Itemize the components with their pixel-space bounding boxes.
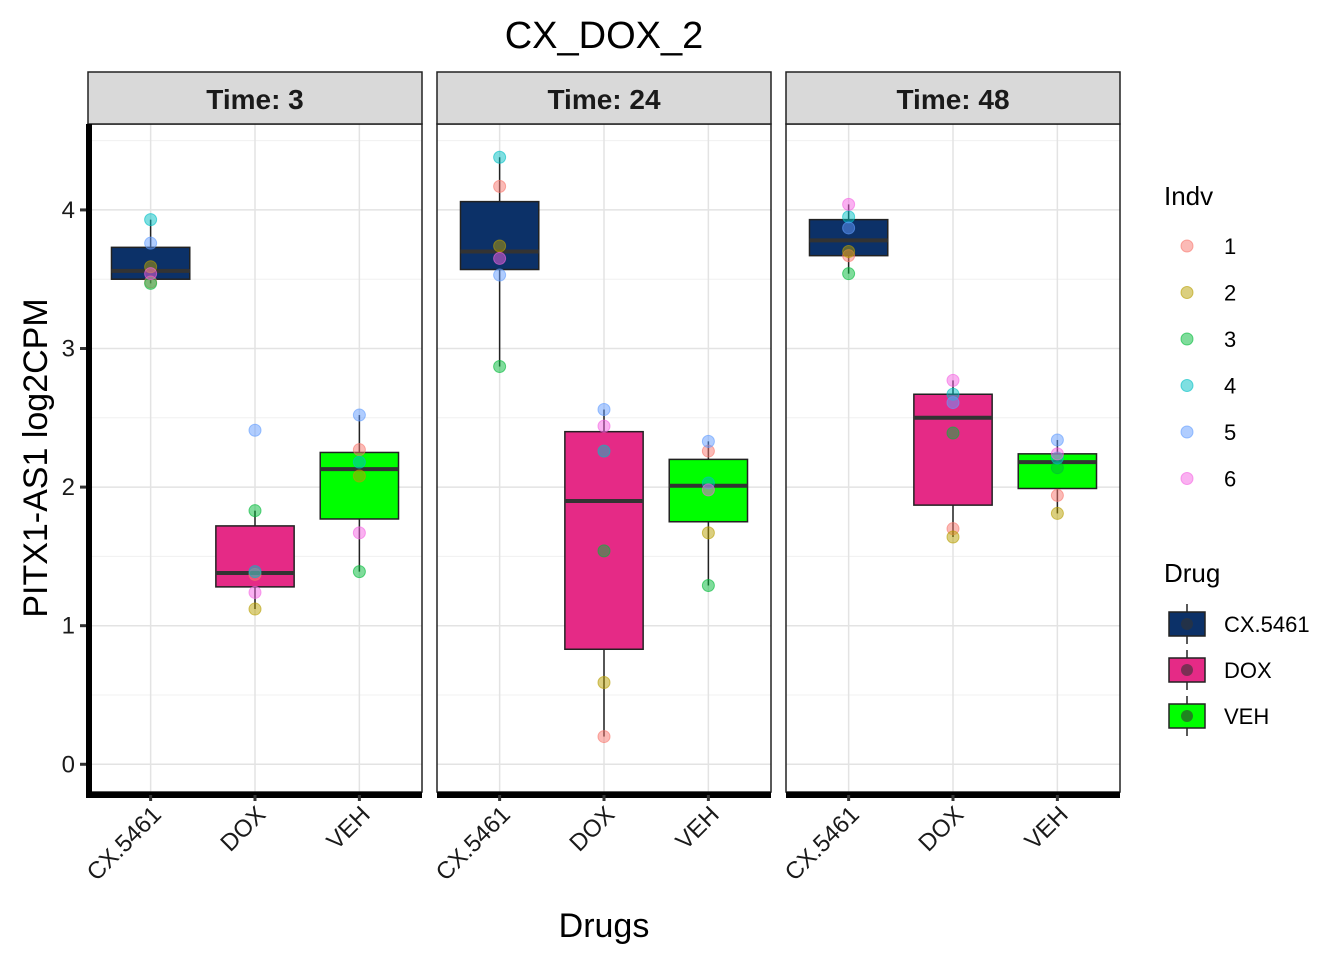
data-point	[701, 483, 715, 497]
data-point	[1050, 433, 1064, 447]
y-tick-label: 1	[62, 613, 75, 640]
legend-key-dot	[1181, 664, 1193, 676]
data-point	[493, 179, 507, 193]
facet-strip	[436, 71, 772, 125]
box-CX.5461	[808, 197, 889, 281]
data-point	[248, 565, 262, 579]
data-point	[493, 268, 507, 282]
data-point	[493, 239, 507, 253]
data-point	[946, 530, 960, 544]
data-point	[493, 150, 507, 164]
data-point	[1050, 506, 1064, 520]
legend-title-drug: Drug	[1164, 558, 1220, 588]
legend-key-indv	[1180, 239, 1194, 253]
legend-label-drug: VEH	[1224, 704, 1269, 729]
facet-strip-label: Time: 48	[896, 84, 1009, 115]
data-point	[842, 221, 856, 235]
data-point	[701, 526, 715, 540]
facet-strip-label: Time: 3	[206, 84, 304, 115]
data-point	[144, 213, 158, 227]
legend-key-indv	[1180, 472, 1194, 485]
box-body	[564, 430, 644, 651]
legend-label-indv: 2	[1224, 281, 1236, 306]
data-point	[352, 526, 366, 540]
box-CX.5461	[459, 150, 540, 374]
data-point	[597, 676, 611, 690]
data-point	[946, 426, 960, 440]
facet-strip	[785, 71, 1121, 125]
box-CX.5461	[110, 213, 191, 290]
data-point	[842, 267, 856, 281]
data-point	[1050, 447, 1064, 461]
legend-key-indv	[1180, 332, 1194, 346]
facet-strip-label: Time: 24	[547, 84, 661, 115]
y-axis: 0 1 2 3 4	[62, 124, 92, 798]
legend-key-indv	[1180, 379, 1194, 392]
legend-key-indv	[1180, 286, 1194, 299]
data-point	[597, 402, 611, 416]
data-point	[946, 396, 960, 410]
data-point	[842, 245, 856, 259]
data-point	[493, 360, 507, 374]
data-point	[946, 373, 960, 387]
data-point	[1050, 488, 1064, 502]
legend-label-drug: CX.5461	[1224, 612, 1310, 637]
y-tick-label: 2	[62, 474, 75, 501]
data-point	[352, 565, 366, 579]
legend-label-indv: 5	[1224, 420, 1236, 445]
legend-title-indv: Indv	[1164, 181, 1213, 211]
legend-label-indv: 1	[1224, 234, 1236, 259]
data-point	[248, 504, 262, 518]
data-point	[144, 267, 158, 281]
y-tick-label: 3	[62, 336, 75, 363]
data-point	[352, 469, 366, 483]
data-point	[597, 444, 611, 458]
box-VEH	[319, 408, 400, 579]
legend-key-dot	[1181, 710, 1193, 722]
legend-key-drug	[1168, 703, 1206, 729]
box-VEH	[1017, 433, 1098, 520]
legend-key-dot	[1181, 618, 1193, 630]
data-point	[248, 602, 262, 616]
box-DOX	[564, 402, 644, 744]
box-VEH	[668, 434, 749, 593]
box-DOX	[215, 423, 295, 616]
legend-label-indv: 3	[1224, 327, 1236, 352]
facet-panel: Time: 3CX.5461 DOX VEH	[82, 71, 423, 886]
facet-strip	[87, 71, 423, 125]
legend-key-indv	[1180, 425, 1194, 439]
y-tick-label: 4	[62, 197, 75, 224]
data-point	[144, 236, 158, 250]
box-body	[913, 393, 993, 506]
chart-title: CX_DOX_2	[505, 15, 704, 57]
box-DOX	[913, 373, 993, 544]
data-point	[842, 210, 856, 224]
data-point	[842, 197, 856, 211]
legend-label-indv: 6	[1224, 467, 1236, 492]
data-point	[352, 408, 366, 422]
y-axis-title: PITX1-AS1 log2CPM	[17, 298, 55, 617]
data-point	[248, 585, 262, 599]
data-point	[597, 730, 611, 744]
data-point	[701, 434, 715, 448]
data-point	[352, 443, 366, 457]
data-point	[248, 423, 262, 437]
y-tick-label: 0	[62, 751, 75, 778]
legend-label-drug: DOX	[1224, 658, 1272, 683]
data-point	[493, 251, 507, 265]
data-point	[597, 419, 611, 433]
x-axis-title: Drugs	[559, 907, 650, 945]
data-point	[597, 544, 611, 558]
data-point	[701, 579, 715, 593]
data-point	[352, 455, 366, 469]
legend-label-indv: 4	[1224, 374, 1236, 399]
